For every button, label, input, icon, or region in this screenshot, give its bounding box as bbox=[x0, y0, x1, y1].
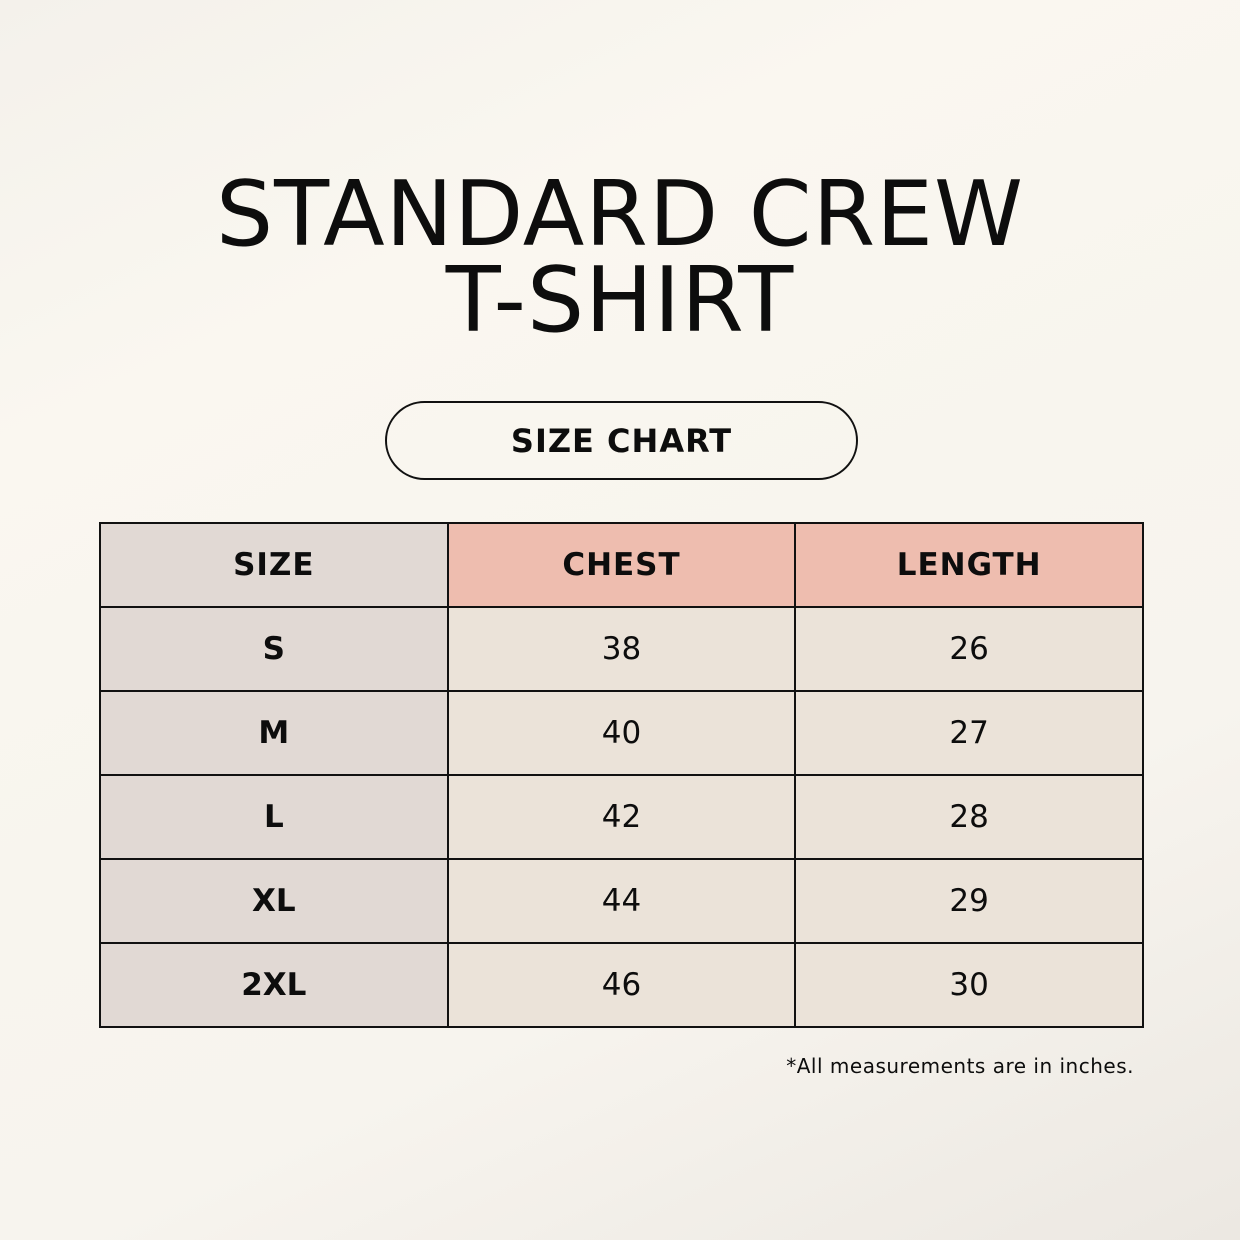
measurement-note: *All measurements are in inches. bbox=[786, 1054, 1134, 1078]
header-chest: CHEST bbox=[446, 522, 797, 608]
cell-chest: 38 bbox=[446, 606, 797, 692]
table-row: L 42 28 bbox=[99, 774, 1144, 860]
cell-chest: 40 bbox=[446, 690, 797, 776]
cell-size: M bbox=[99, 690, 449, 776]
cell-length: 26 bbox=[794, 606, 1144, 692]
cell-size: S bbox=[99, 606, 449, 692]
cell-size: L bbox=[99, 774, 449, 860]
cell-size: 2XL bbox=[99, 942, 449, 1028]
table-row: 2XL 46 30 bbox=[99, 942, 1144, 1028]
cell-length: 30 bbox=[794, 942, 1144, 1028]
cell-length: 27 bbox=[794, 690, 1144, 776]
page-title: STANDARD CREW T-SHIRT bbox=[0, 162, 1240, 353]
table-row: M 40 27 bbox=[99, 690, 1144, 776]
title-line-1: STANDARD CREW bbox=[216, 162, 1024, 267]
cell-chest: 42 bbox=[446, 774, 797, 860]
cell-chest: 44 bbox=[446, 858, 797, 944]
cell-size: XL bbox=[99, 858, 449, 944]
table-row: S 38 26 bbox=[99, 606, 1144, 692]
header-size: SIZE bbox=[99, 522, 449, 608]
size-chart-table: SIZE CHEST LENGTH S 38 26 M 40 27 L 42 28 XL 44 29 2… bbox=[99, 522, 1144, 1028]
table-row: XL 44 29 bbox=[99, 858, 1144, 944]
cell-length: 29 bbox=[794, 858, 1144, 944]
table-header-row: SIZE CHEST LENGTH bbox=[99, 522, 1144, 608]
size-chart-badge: SIZE CHART bbox=[385, 401, 858, 480]
header-length: LENGTH bbox=[794, 522, 1144, 608]
title-line-2: T-SHIRT bbox=[445, 248, 795, 353]
cell-chest: 46 bbox=[446, 942, 797, 1028]
cell-length: 28 bbox=[794, 774, 1144, 860]
